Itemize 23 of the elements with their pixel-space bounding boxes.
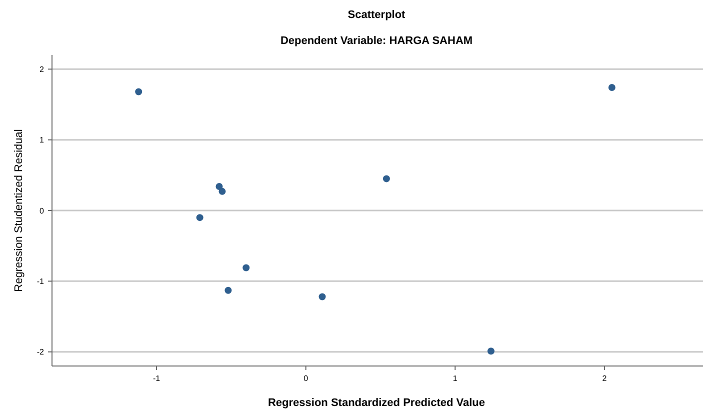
- point: [487, 348, 494, 355]
- y-tick-label: 2: [40, 64, 45, 74]
- y-tick-label: 1: [40, 136, 45, 145]
- point: [382, 175, 390, 182]
- x-tick-label: 0: [304, 374, 309, 383]
- y-tick-label: -2: [36, 348, 45, 357]
- point: [218, 188, 226, 195]
- point: [135, 88, 142, 96]
- y-tick-label: -1: [36, 276, 45, 286]
- x-axis-title: Regression Standardized Predicted Value: [268, 397, 486, 409]
- point: [216, 182, 223, 190]
- point: [608, 84, 616, 92]
- x-tick-label: -1: [152, 374, 161, 383]
- point: [196, 214, 204, 222]
- y-tick-label: 0: [40, 206, 45, 216]
- x-tick-label: 1: [452, 374, 458, 383]
- y-axis-title: Regression Studentized Residual: [13, 129, 25, 292]
- chart-subtitle: Dependent Variable: HARGA SAHAM: [280, 35, 473, 47]
- chart-title: Scatterplot: [348, 9, 406, 21]
- x-tick-label: 2: [602, 374, 608, 383]
- point: [318, 293, 326, 300]
- point: [242, 264, 250, 272]
- point: [224, 286, 232, 294]
